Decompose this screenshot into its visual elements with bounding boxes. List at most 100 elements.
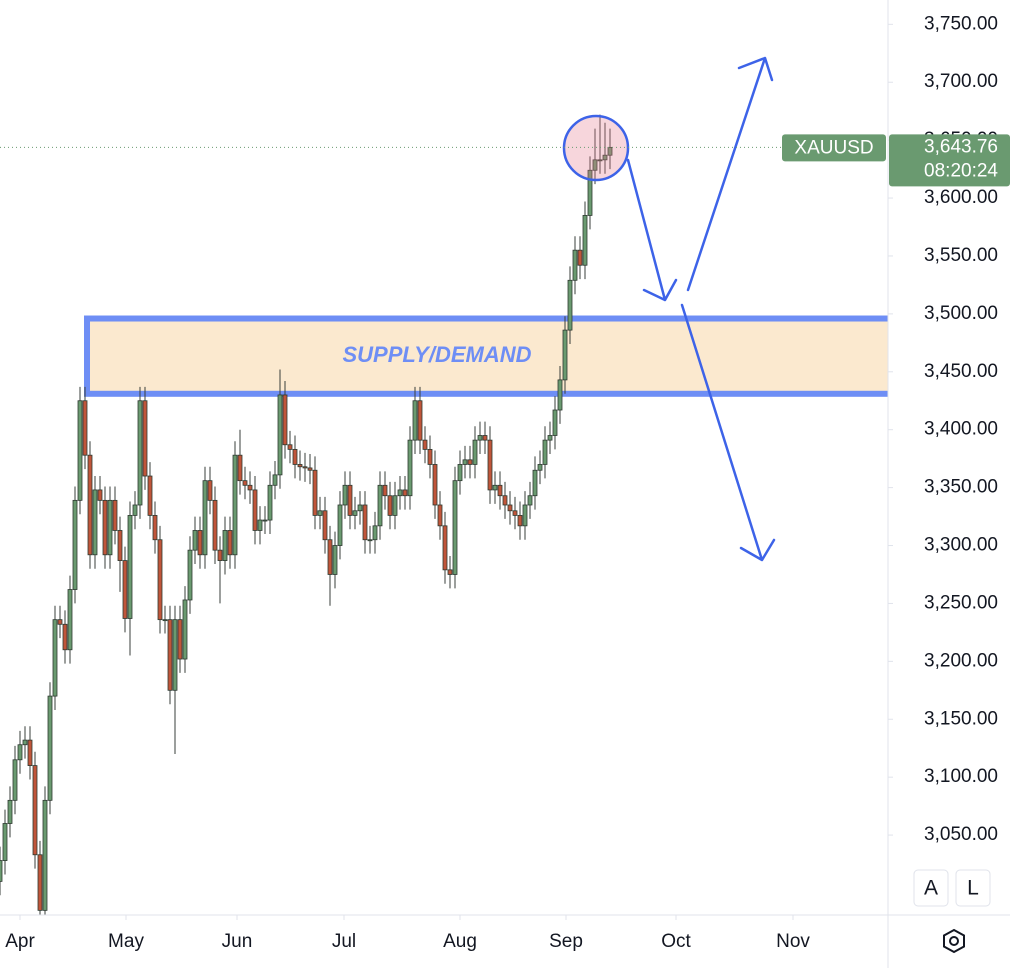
candle-body	[442, 525, 448, 571]
y-tick-label: 3,050.00	[924, 824, 998, 845]
candle-body	[157, 539, 163, 621]
arrows	[626, 56, 776, 562]
candle-body	[582, 215, 588, 266]
candle-body	[97, 489, 103, 501]
price-label: 3,643.76	[924, 136, 998, 157]
candle-body	[302, 466, 308, 469]
candle-body	[412, 400, 418, 441]
candle-body	[332, 545, 338, 575]
symbol-label: XAUUSD	[794, 137, 873, 158]
settings-icon[interactable]	[943, 928, 965, 954]
candle-body	[457, 464, 463, 482]
price-badge	[889, 134, 1010, 187]
candle-body	[82, 400, 88, 456]
candle-body	[547, 435, 553, 441]
candle-body	[102, 499, 108, 556]
candle-body	[52, 619, 58, 697]
candle-body	[557, 379, 563, 411]
y-tick-label: 3,300.00	[924, 535, 998, 556]
candle-body	[182, 599, 188, 660]
candle-body	[162, 619, 168, 622]
candle-body	[17, 744, 23, 761]
candle-body	[177, 619, 183, 660]
candle-body	[197, 530, 203, 556]
candle-body	[522, 504, 528, 527]
candle-body	[392, 495, 398, 516]
candle-body	[607, 146, 613, 156]
x-tick-label: Nov	[776, 931, 810, 952]
candle-body	[322, 510, 328, 541]
candle-body	[397, 489, 403, 497]
arrow-down-long	[680, 303, 776, 562]
candle-body	[407, 439, 413, 497]
candle-body	[217, 549, 223, 561]
candle-body	[32, 765, 38, 856]
candle-body	[232, 454, 238, 556]
candle-body	[237, 454, 243, 482]
candle-body	[487, 439, 493, 491]
auto-button[interactable]	[913, 869, 949, 907]
candle-body	[77, 400, 83, 501]
y-tick-label: 3,150.00	[924, 708, 998, 729]
candle-body	[362, 504, 368, 541]
candle-body	[2, 823, 8, 861]
candle-body	[27, 739, 33, 766]
x-tick-label: Jul	[332, 931, 356, 952]
candle-body	[537, 464, 543, 471]
y-tick-label: 3,250.00	[924, 592, 998, 613]
candle-body	[602, 154, 608, 161]
candle-body	[257, 519, 263, 531]
log-button[interactable]	[955, 869, 991, 907]
candle-body	[22, 739, 28, 746]
candle-body	[172, 619, 178, 691]
x-tick-label: Jun	[222, 931, 253, 952]
candle-body	[192, 530, 198, 551]
candle-body	[42, 799, 48, 911]
candle-body	[542, 439, 548, 465]
y-tick-label: 3,700.00	[924, 71, 998, 92]
candle-body	[342, 484, 348, 506]
candle-body	[352, 510, 358, 516]
candle-body	[152, 515, 158, 541]
y-tick-label: 3,550.00	[924, 245, 998, 266]
candle-body	[277, 394, 283, 476]
x-tick-label: Aug	[443, 931, 477, 952]
y-tick-label: 3,600.00	[924, 187, 998, 208]
candle-body	[492, 484, 498, 491]
candle-body	[137, 400, 143, 506]
candle-body	[0, 860, 3, 882]
candle-body	[367, 539, 373, 542]
x-tick-label: May	[108, 931, 144, 952]
candle-body	[297, 464, 303, 468]
x-tick-label: Apr	[5, 931, 35, 952]
candle-body	[117, 530, 123, 561]
candle-body	[92, 489, 98, 556]
candle-body	[382, 484, 388, 497]
candle-body	[107, 499, 113, 556]
candle-body	[482, 435, 488, 441]
y-tick-label: 3,400.00	[924, 419, 998, 440]
candle-body	[122, 560, 128, 619]
candle-body	[222, 530, 228, 561]
candle-body	[67, 589, 73, 651]
candle-body	[12, 759, 18, 801]
y-tick-label: 3,750.00	[924, 13, 998, 34]
candle-body	[267, 484, 273, 521]
candle-body	[572, 249, 578, 281]
candle-body	[472, 439, 478, 465]
y-tick-label: 3,350.00	[924, 477, 998, 498]
zone-label: SUPPLY/DEMAND	[342, 342, 531, 367]
candle-body	[567, 279, 573, 331]
candle-body	[252, 489, 258, 531]
candle-body	[427, 448, 433, 465]
candle-body	[532, 469, 538, 497]
x-tick-label: Oct	[661, 931, 691, 952]
candle-body	[207, 480, 213, 501]
arrow-down	[626, 158, 678, 302]
auto-button-label[interactable]: A	[924, 877, 938, 900]
candle-body	[272, 474, 278, 486]
log-button-label[interactable]: L	[967, 877, 979, 900]
candle-body	[212, 499, 218, 551]
candle-body	[7, 799, 13, 824]
